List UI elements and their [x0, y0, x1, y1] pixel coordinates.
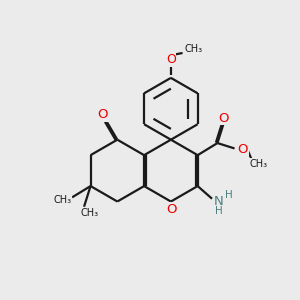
Text: O: O — [218, 112, 229, 125]
Text: O: O — [98, 108, 108, 121]
Text: N: N — [214, 195, 224, 208]
Text: CH₃: CH₃ — [250, 159, 268, 169]
Text: CH₃: CH₃ — [80, 208, 98, 218]
Text: O: O — [238, 143, 248, 156]
Text: O: O — [166, 53, 176, 66]
Text: H: H — [215, 206, 222, 216]
Text: O: O — [166, 203, 177, 216]
Text: CH₃: CH₃ — [184, 44, 202, 54]
Text: CH₃: CH₃ — [54, 195, 72, 205]
Text: H: H — [225, 190, 233, 200]
